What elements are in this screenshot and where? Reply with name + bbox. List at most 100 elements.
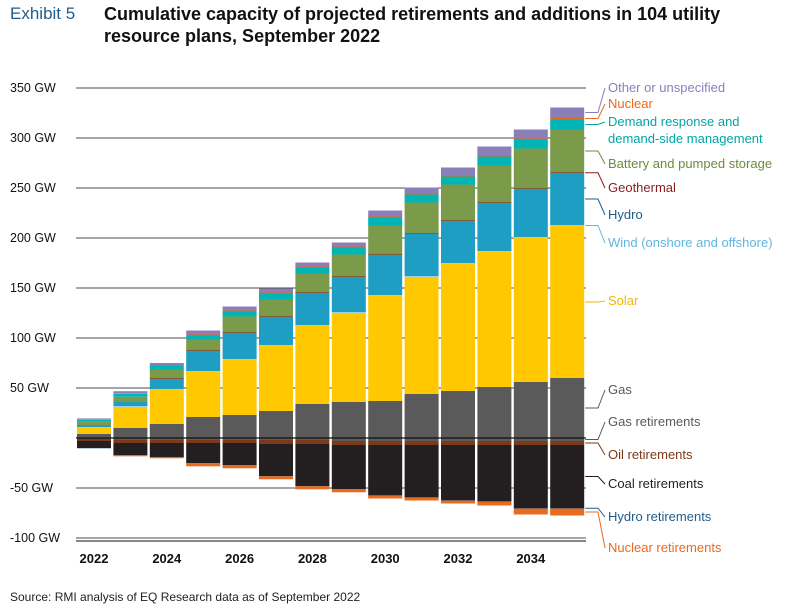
bar-segment — [222, 360, 257, 415]
bar-segment — [149, 369, 184, 379]
bar-segment — [550, 117, 585, 120]
bar-segment — [368, 445, 403, 495]
bar-segment — [331, 313, 366, 402]
leader-line — [585, 150, 606, 165]
bar-segment — [331, 246, 366, 248]
bar-segment — [513, 139, 548, 149]
bar-segment — [149, 363, 184, 365]
exhibit-label: Exhibit 5 — [10, 4, 76, 23]
bar-segment — [441, 391, 475, 438]
series-label: demand-side management — [608, 131, 763, 146]
bar-segment — [77, 425, 111, 427]
bar-segment — [149, 378, 184, 379]
bar-segment — [477, 165, 512, 203]
bar-segment — [331, 254, 366, 277]
series-label: Solar — [608, 293, 639, 308]
series-label: Demand response and — [608, 114, 740, 129]
bar-segment — [295, 438, 330, 440]
x-tick-label: 2026 — [225, 551, 254, 566]
series-label: Hydro — [608, 207, 643, 222]
leader-line — [585, 300, 606, 303]
bar-segment — [441, 445, 475, 500]
x-tick-label: 2024 — [152, 551, 182, 566]
bar-segment — [404, 194, 439, 203]
y-tick-label: 250 GW — [10, 181, 56, 195]
bar-segment — [149, 365, 184, 370]
bar-segment — [113, 440, 148, 443]
bar-segment — [368, 216, 403, 218]
bar-segment — [404, 276, 439, 277]
bar-segment — [186, 351, 221, 371]
bar-segment — [222, 440, 257, 443]
series-label: Nuclear — [608, 96, 653, 111]
bar-segment — [259, 476, 293, 480]
bar-segment — [222, 438, 257, 440]
x-tick-label: 2028 — [298, 551, 327, 566]
bar-segment — [186, 440, 221, 443]
bar-segment — [550, 226, 585, 378]
bar-segment — [113, 393, 148, 397]
bar-segment — [77, 418, 111, 420]
bar-segment — [477, 445, 512, 501]
bar-segment — [368, 495, 403, 496]
bar-segment — [222, 332, 257, 333]
bar-segment — [477, 156, 512, 166]
chart-title: Cumulative capacity of projected retirem… — [104, 4, 721, 46]
leader-line — [585, 121, 606, 125]
bar-segment — [477, 501, 512, 506]
bar-segment — [186, 335, 221, 340]
x-tick-label: 2030 — [371, 551, 400, 566]
bar-segment — [186, 334, 221, 336]
bar-segment — [186, 372, 221, 417]
bar-segment — [368, 438, 403, 441]
bar-segment — [186, 371, 221, 372]
bar-segment — [331, 276, 366, 277]
bar-segment — [368, 255, 403, 295]
bar-segment — [113, 455, 148, 457]
bar-segment — [222, 311, 257, 317]
bar-segment — [404, 193, 439, 195]
bar-segment — [331, 441, 366, 445]
bar-segment — [331, 312, 366, 313]
series-label: Battery and pumped storage — [608, 156, 772, 171]
bar-segment — [404, 234, 439, 276]
leader-line — [585, 421, 606, 440]
bar-segment — [441, 500, 475, 504]
bar-segment — [259, 346, 293, 411]
y-tick-label: 50 GW — [10, 381, 49, 395]
bar-segment — [513, 148, 548, 189]
bar-segment — [259, 411, 293, 438]
bar-segment — [295, 267, 330, 274]
bar-segment — [477, 155, 512, 157]
y-tick-label: 350 GW — [10, 81, 56, 95]
bar-segment — [550, 119, 585, 130]
bar-segment — [149, 379, 184, 389]
bar-segment — [77, 419, 111, 422]
bar-segment — [368, 495, 403, 499]
bar-segment — [513, 508, 548, 509]
bar-segment — [222, 465, 257, 469]
bar-segment — [441, 167, 475, 176]
bar-segment — [441, 176, 475, 185]
bar-segment — [477, 501, 512, 502]
bar-segment — [113, 402, 148, 406]
bar-segment — [186, 350, 221, 351]
bar-segment — [477, 438, 512, 441]
bar-segment — [550, 445, 585, 508]
bar-segment — [513, 445, 548, 508]
bar-segment — [550, 378, 585, 438]
bar-segment — [513, 382, 548, 438]
leader-line — [585, 172, 606, 189]
bar-segment — [513, 129, 548, 139]
bar-segment — [186, 417, 221, 438]
bar-segment — [77, 428, 111, 434]
leader-line — [585, 511, 606, 549]
bar-segment — [113, 428, 148, 438]
bar-segment — [404, 441, 439, 445]
series-label: Gas — [608, 382, 632, 397]
bar-segment — [331, 489, 366, 493]
bar-segment — [477, 387, 512, 438]
series-label: Geothermal — [608, 180, 676, 195]
bar-segment — [259, 316, 293, 317]
bar-segment — [259, 299, 293, 317]
